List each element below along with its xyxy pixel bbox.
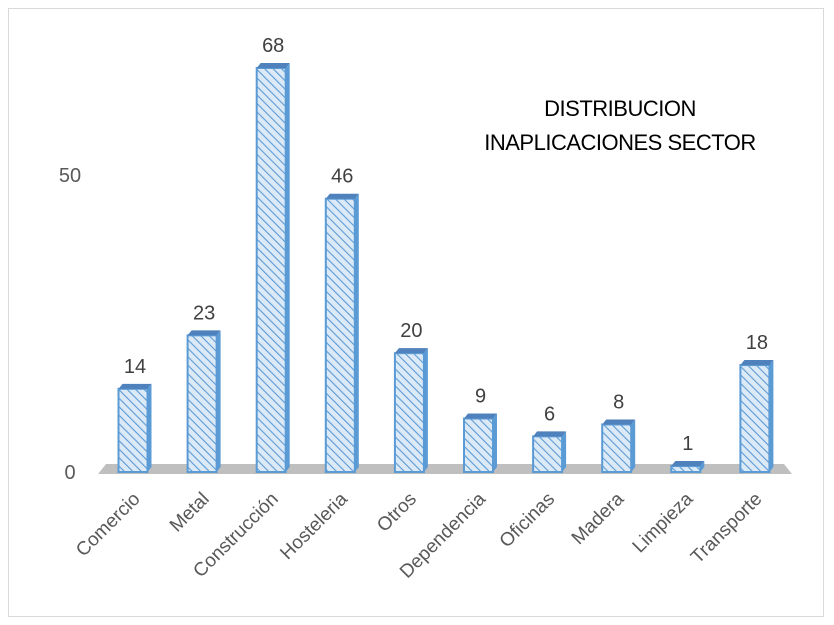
bar (532, 431, 567, 473)
category-label: Limpieza (629, 488, 698, 557)
bar-top (394, 348, 428, 354)
category-label: Otros (373, 489, 421, 537)
bar-front (670, 465, 702, 474)
bar-top (118, 383, 152, 389)
data-label: 14 (124, 356, 146, 378)
data-label: 1 (682, 433, 693, 455)
category-label: Comercio (72, 489, 144, 561)
category-label: Oficinas (496, 489, 559, 552)
bar-front (739, 364, 771, 474)
bar (324, 193, 359, 474)
data-label: 46 (331, 166, 353, 188)
category-label: Madera (568, 488, 629, 549)
category-label: Metal (166, 489, 214, 537)
bar-top (325, 193, 359, 199)
bar-front (393, 352, 425, 474)
bar-front (532, 435, 564, 473)
bar (393, 348, 428, 474)
chart-frame (8, 8, 824, 617)
data-label: 20 (400, 320, 422, 342)
data-label: 8 (613, 391, 624, 413)
data-label: 68 (262, 35, 284, 57)
bar (601, 419, 636, 473)
category-label: Hosteleria (276, 488, 352, 564)
bar-front (117, 387, 149, 473)
bar-top (671, 461, 705, 467)
chart-title: DISTRIBUCION INAPLICACIONES SECTOR (470, 92, 770, 160)
bar (186, 330, 221, 473)
bar-top (256, 63, 290, 68)
y-tick-label: 0 (64, 462, 75, 484)
bar-top (187, 330, 221, 336)
bar-top (740, 360, 774, 366)
bar-front (324, 197, 356, 474)
bar (117, 383, 152, 473)
bar (739, 360, 774, 474)
bar (463, 413, 497, 474)
category-label: Transporte (687, 489, 766, 568)
bar-front (186, 334, 218, 473)
data-label: 6 (544, 403, 555, 425)
data-label: 18 (746, 332, 768, 354)
data-label: 23 (193, 302, 215, 324)
bar (255, 63, 290, 473)
bar-top (602, 419, 636, 425)
bar-top (464, 413, 497, 419)
bar (670, 461, 705, 474)
y-tick-label: 50 (59, 165, 81, 187)
bar-front (255, 67, 287, 473)
chart-title-line-1: DISTRIBUCION (544, 96, 696, 121)
bar-top (533, 431, 567, 437)
chart-title-line-2: INAPLICACIONES SECTOR (484, 130, 756, 155)
data-label: 9 (475, 386, 486, 408)
bar-front (601, 423, 633, 473)
bar-front (463, 417, 494, 474)
